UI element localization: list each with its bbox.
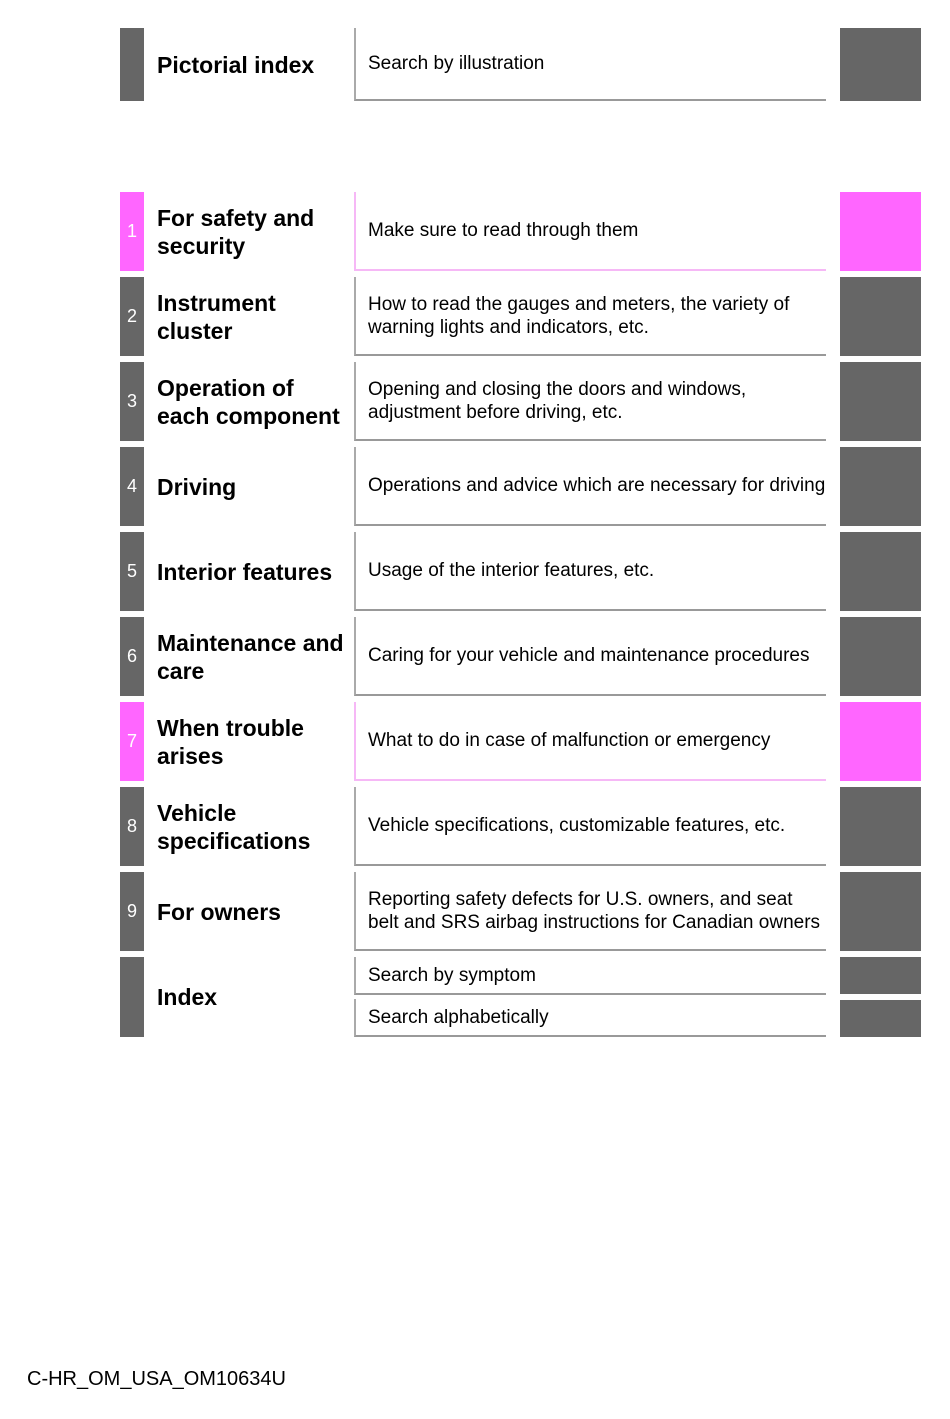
chapter-row-2[interactable]: 2 Instrument cluster How to read the gau…	[0, 277, 950, 356]
thumb-tab	[840, 277, 921, 356]
chapter-number: 9	[120, 872, 144, 951]
chapter-row-5[interactable]: 5 Interior features Usage of the interio…	[0, 532, 950, 611]
thumb-tab	[840, 872, 921, 951]
chapter-description: What to do in case of malfunction or eme…	[354, 702, 826, 781]
chapter-row-3[interactable]: 3 Operation of each component Opening an…	[0, 362, 950, 441]
thumb-tab	[840, 702, 921, 781]
pictorial-index-row[interactable]: Pictorial index Search by illustration	[0, 28, 950, 101]
thumb-tab	[840, 957, 921, 994]
chapter-description: Caring for your vehicle and maintenance …	[354, 617, 826, 696]
chapter-title: Instrument cluster	[157, 289, 276, 344]
document-code: C-HR_OM_USA_OM10634U	[27, 1368, 286, 1390]
chapter-description: Make sure to read through them	[354, 192, 826, 271]
chapter-number: 5	[120, 532, 144, 611]
chapter-number: 8	[120, 787, 144, 866]
chapter-tab	[120, 28, 144, 101]
thumb-tab	[840, 617, 921, 696]
index-row[interactable]: Index Search by symptom Search alphabeti…	[0, 957, 950, 1037]
thumb-tab	[840, 447, 921, 526]
chapter-description: Usage of the interior features, etc.	[354, 532, 826, 611]
chapter-description: Operations and advice which are necessar…	[354, 447, 826, 526]
chapter-row-1[interactable]: 1 For safety and security Make sure to r…	[0, 192, 950, 271]
chapter-description: Vehicle specifications, customizable fea…	[354, 787, 826, 866]
chapter-row-4[interactable]: 4 Driving Operations and advice which ar…	[0, 447, 950, 526]
chapter-title: Maintenance and care	[157, 629, 344, 684]
chapter-row-6[interactable]: 6 Maintenance and care Caring for your v…	[0, 617, 950, 696]
chapter-title: When trouble arises	[157, 714, 304, 769]
chapter-title: Operation of each component	[157, 374, 340, 429]
section-description: Search by illustration	[354, 28, 826, 101]
chapter-number: 2	[120, 277, 144, 356]
chapter-number: 1	[120, 192, 144, 271]
chapter-description: How to read the gauges and meters, the v…	[354, 277, 826, 356]
section-title: Index	[157, 984, 218, 1010]
chapter-description: Opening and closing the doors and window…	[354, 362, 826, 441]
chapter-title: For owners	[157, 898, 281, 925]
chapter-row-8[interactable]: 8 Vehicle specifications Vehicle specifi…	[0, 787, 950, 866]
chapter-row-7[interactable]: 7 When trouble arises What to do in case…	[0, 702, 950, 781]
chapter-title: For safety and security	[157, 204, 315, 259]
thumb-tab	[840, 192, 921, 271]
thumb-tab	[840, 787, 921, 866]
thumb-tab	[840, 28, 921, 101]
chapter-title: Interior features	[157, 558, 333, 585]
chapter-title: Vehicle specifications	[157, 799, 311, 854]
chapter-row-9[interactable]: 9 For owners Reporting safety defects fo…	[0, 872, 950, 951]
section-title: Pictorial index	[157, 51, 315, 78]
chapter-number: 3	[120, 362, 144, 441]
index-item-alphabetical[interactable]: Search alphabetically	[354, 999, 826, 1037]
chapter-number: 7	[120, 702, 144, 781]
thumb-tab	[840, 532, 921, 611]
thumb-tab	[840, 1000, 921, 1037]
chapter-tab	[120, 957, 144, 1037]
thumb-tab	[840, 362, 921, 441]
chapter-number: 4	[120, 447, 144, 526]
chapter-number: 6	[120, 617, 144, 696]
index-item-symptom[interactable]: Search by symptom	[354, 957, 826, 995]
chapter-title: Driving	[157, 473, 237, 500]
chapter-description: Reporting safety defects for U.S. owners…	[354, 872, 826, 951]
